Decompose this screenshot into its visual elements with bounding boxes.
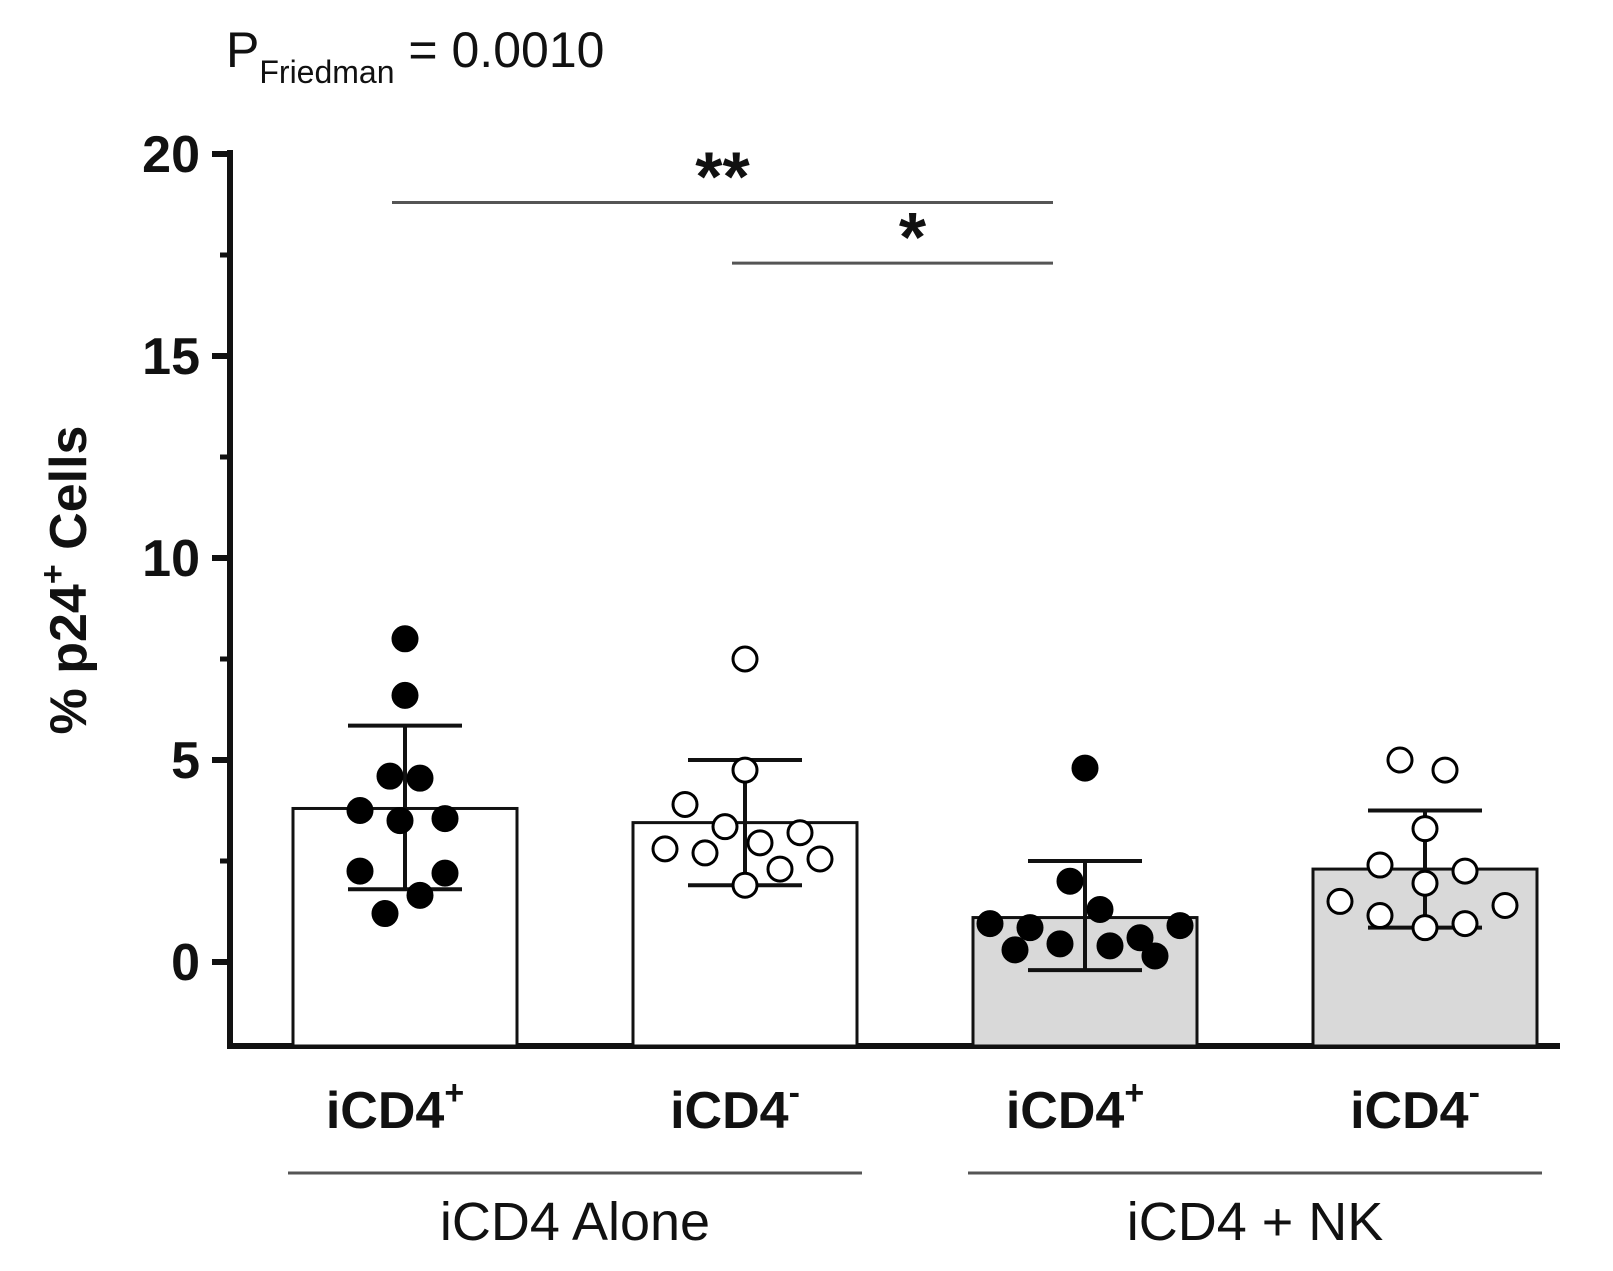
data-point <box>671 790 699 818</box>
data-point <box>1491 891 1519 919</box>
data-point <box>766 855 794 883</box>
data-point <box>371 900 399 928</box>
data-point <box>651 835 679 863</box>
x-category-sup: + <box>1124 1074 1144 1112</box>
data-point <box>376 762 404 790</box>
data-point <box>1056 867 1084 895</box>
data-point <box>711 813 739 841</box>
y-ticks: 0 5 10 15 20 <box>142 126 230 992</box>
y-tick-label: 0 <box>171 934 200 992</box>
data-point <box>1431 756 1459 784</box>
p-value-annotation: PFriedman = 0.0010 <box>226 22 604 90</box>
data-point <box>406 881 434 909</box>
data-point <box>1046 930 1074 958</box>
data-points <box>346 625 1519 970</box>
x-category-base: iCD4 <box>1350 1082 1469 1140</box>
significance-stars: ** <box>695 137 750 215</box>
data-point <box>1126 924 1154 952</box>
data-point <box>1326 887 1354 915</box>
x-category-sup: + <box>444 1074 464 1112</box>
x-category-label: iCD4- <box>1350 1074 1480 1140</box>
data-point <box>731 645 759 673</box>
data-point <box>391 625 419 653</box>
data-point <box>691 839 719 867</box>
data-point <box>1451 910 1479 938</box>
y-tick-label: 5 <box>171 732 200 790</box>
group-label: iCD4 Alone <box>440 1192 710 1252</box>
data-point <box>1001 936 1029 964</box>
data-point <box>746 829 774 857</box>
data-point <box>1016 914 1044 942</box>
data-point <box>1086 895 1114 923</box>
data-point <box>431 805 459 833</box>
significance-brackets: *** <box>392 137 1053 276</box>
data-point <box>1366 902 1394 930</box>
x-category-label: iCD4- <box>670 1074 800 1140</box>
x-category-sup: - <box>1469 1074 1480 1112</box>
data-point <box>786 819 814 847</box>
p-value-rest: = 0.0010 <box>395 22 605 78</box>
data-point <box>1366 851 1394 879</box>
data-point <box>731 871 759 899</box>
data-point <box>1141 942 1169 970</box>
x-category-label: iCD4+ <box>326 1074 464 1140</box>
x-category-sup: - <box>789 1074 800 1112</box>
y-axis-label-main: % p24 <box>40 584 98 734</box>
x-category-base: iCD4 <box>1006 1082 1125 1140</box>
data-point <box>346 857 374 885</box>
data-point <box>1386 746 1414 774</box>
data-point <box>386 807 414 835</box>
data-point <box>976 910 1004 938</box>
data-point <box>391 681 419 709</box>
data-point <box>346 797 374 824</box>
y-axis-label: % p24+ Cells <box>34 426 98 735</box>
bars <box>291 806 1539 1048</box>
group-label: iCD4 + NK <box>1127 1192 1384 1252</box>
significance-stars: * <box>899 198 927 276</box>
x-category-label: iCD4+ <box>1006 1074 1144 1140</box>
y-tick-label: 20 <box>142 126 200 184</box>
data-point <box>1411 815 1439 843</box>
error-bars <box>348 723 1482 973</box>
p-value-subscript: Friedman <box>259 54 394 90</box>
data-point <box>1411 869 1439 897</box>
data-point <box>1071 754 1099 782</box>
data-point <box>731 756 759 784</box>
p-value-prefix: P <box>226 22 259 78</box>
data-point <box>431 859 459 887</box>
x-category-base: iCD4 <box>670 1082 789 1140</box>
y-tick-label: 10 <box>142 530 200 588</box>
x-category-base: iCD4 <box>326 1082 445 1140</box>
data-point <box>1451 857 1479 885</box>
data-point <box>1096 932 1124 960</box>
y-axis-label-sup: + <box>34 564 72 584</box>
data-point <box>1166 912 1194 940</box>
data-point <box>1411 914 1439 942</box>
y-axis-label-rest: Cells <box>40 426 98 565</box>
data-point <box>806 845 834 873</box>
data-point <box>406 764 434 792</box>
group-labels: iCD4 Alone iCD4 + NK <box>288 1171 1542 1252</box>
x-category-labels: iCD4+ iCD4- iCD4+ iCD4- <box>326 1074 1480 1140</box>
y-tick-label: 15 <box>142 328 200 386</box>
